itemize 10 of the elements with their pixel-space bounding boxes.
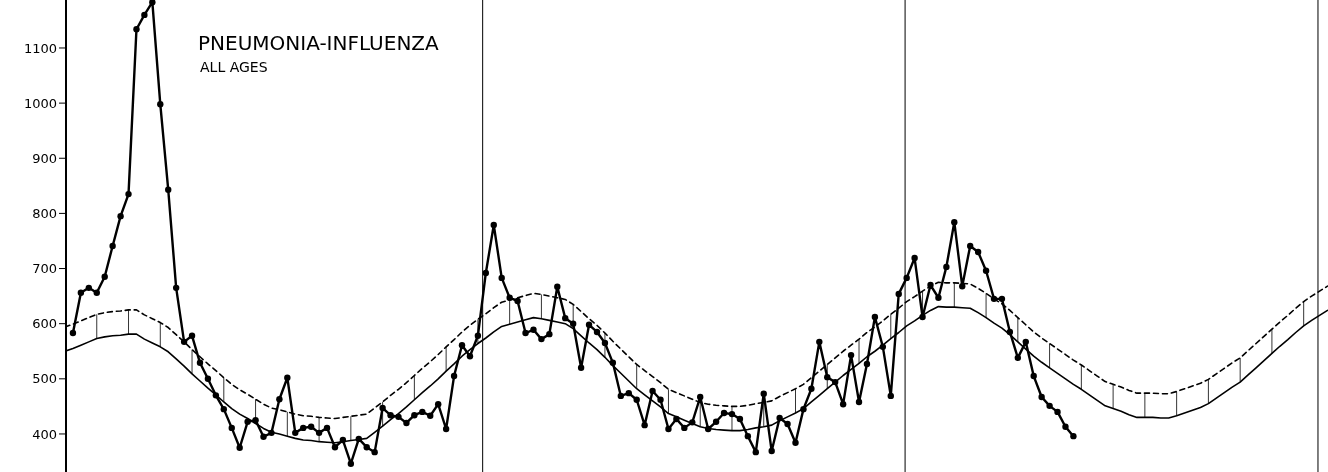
y-tick-label: 700 [32,261,57,277]
y-tick-label: 400 [32,426,57,442]
y-tick-label: 600 [32,316,57,332]
y-tick-label: 1100 [23,40,57,56]
y-tick-label: 800 [32,205,57,221]
y-tick-label: 1000 [23,95,57,111]
y-tick-label: 900 [32,150,57,166]
y-tick-label: 500 [32,371,57,387]
text: PNEUMONIA-INFLUENZA [198,31,440,55]
text: ALL AGES [200,59,268,75]
